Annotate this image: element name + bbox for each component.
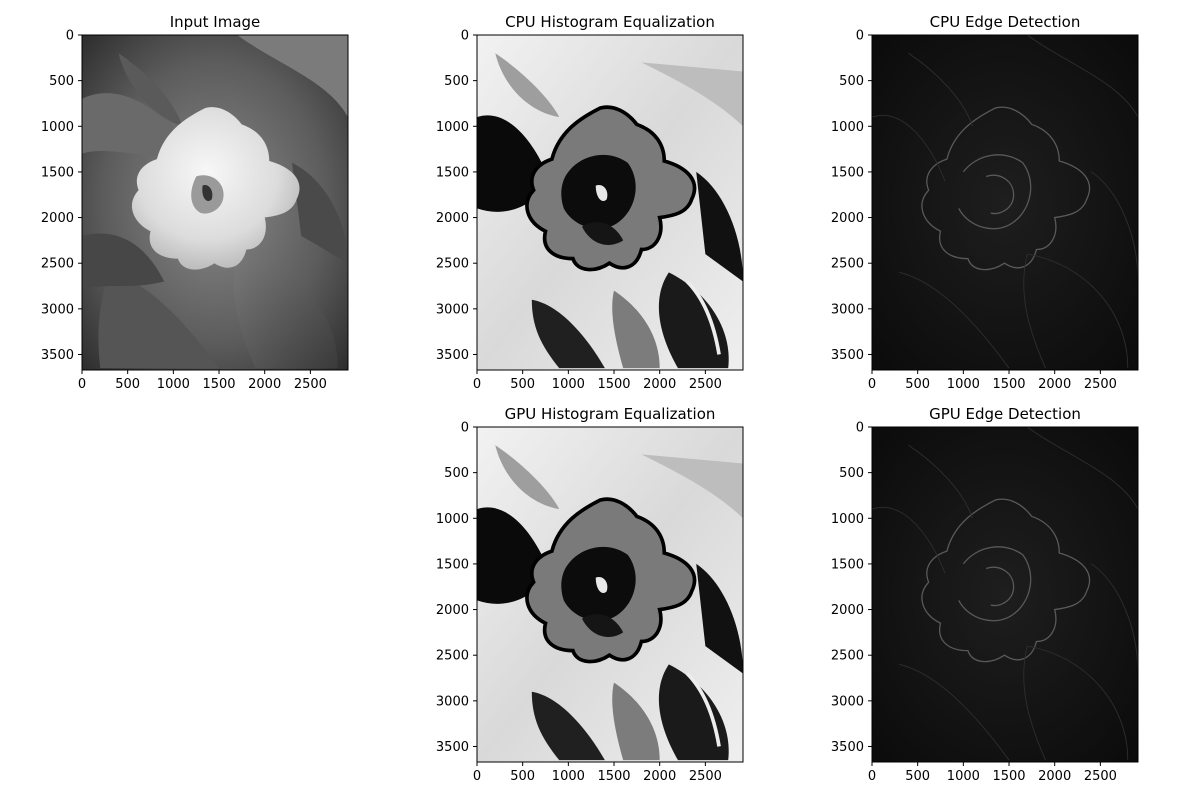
input-image-ytick-label: 3500: [41, 348, 74, 363]
input-image-xtick-label: 500: [115, 377, 140, 392]
cpu-histogram-equalization-image: [477, 35, 743, 370]
gpu-edge-detection-ytick-label: 3000: [831, 694, 864, 709]
input-image-panel: Input Image 0 500 1000 1500 2000 2500 0 500 1000 1…: [41, 13, 349, 392]
gpu-edge-detection-ytick-label: 0: [856, 421, 864, 436]
cpu-edge-detection-xtick-label: 1000: [947, 377, 980, 392]
gpu-histogram-equalization-ytick-label: 1500: [436, 557, 469, 572]
gpu-histogram-equalization-xtick-label: 2000: [643, 769, 676, 784]
cpu-histogram-equalization-ytick-label: 2000: [436, 211, 469, 226]
cpu-histogram-equalization-ytick-label: 3500: [436, 348, 469, 363]
cpu-histogram-equalization-xtick-label: 500: [510, 377, 535, 392]
cpu-histogram-equalization-axes-frame: [476, 34, 744, 371]
gpu-edge-detection-ytick-label: 2500: [831, 649, 864, 664]
cpu-histogram-equalization-ytick-label: 3000: [436, 302, 469, 317]
gpu-histogram-equalization-ytick-label: 1000: [436, 512, 469, 527]
gpu-edge-detection-ytick-label: 3500: [831, 740, 864, 755]
gpu-edge-detection-ytick-label: 2000: [831, 603, 864, 618]
cpu-edge-detection-ytick-label: 500: [839, 74, 864, 89]
cpu-edge-detection-ytick-label: 3000: [831, 302, 864, 317]
cpu-edge-detection-xtick-label: 1500: [992, 377, 1025, 392]
gpu-histogram-equalization-ytick-label: 0: [461, 421, 469, 436]
input-image-ytick-label: 2500: [41, 257, 74, 272]
cpu-edge-detection-xtick-label: 0: [868, 377, 876, 392]
gpu-edge-detection-xtick-label: 1000: [947, 769, 980, 784]
input-image-ytick-label: 2000: [41, 211, 74, 226]
input-image-ytick-label: 1000: [41, 120, 74, 135]
cpu-edge-detection-xtick-label: 2500: [1084, 377, 1117, 392]
gpu-edge-detection-panel: GPU Edge Detection 0 500 1000 1500 2000 2500 0 5…: [831, 405, 1139, 784]
gpu-edge-detection-title: GPU Edge Detection: [929, 405, 1081, 423]
gpu-edge-detection-xtick-label: 2000: [1038, 769, 1071, 784]
gpu-histogram-equalization-xtick-label: 2500: [689, 769, 722, 784]
input-image-ytick-label: 1500: [41, 165, 74, 180]
input-image-ytick-label: 0: [66, 29, 74, 44]
gpu-edge-detection-xtick-label: 2500: [1084, 769, 1117, 784]
cpu-edge-detection-ytick-label: 1500: [831, 165, 864, 180]
gpu-histogram-equalization-panel: GPU Histogram Equalization 0 500 1000 1500 20…: [436, 405, 744, 784]
cpu-histogram-equalization-ytick-label: 500: [444, 74, 469, 89]
input-image-axes-frame: [81, 34, 349, 371]
gpu-histogram-equalization-xtick-label: 1000: [552, 769, 585, 784]
cpu-edge-detection-ytick-label: 3500: [831, 348, 864, 363]
cpu-histogram-equalization-ytick-label: 1000: [436, 120, 469, 135]
gpu-histogram-equalization-image: [477, 427, 743, 762]
input-image-xtick-label: 0: [78, 377, 86, 392]
gpu-histogram-equalization-xtick-label: 500: [510, 769, 535, 784]
cpu-edge-detection-axes-frame: [871, 34, 1139, 371]
gpu-histogram-equalization-title: GPU Histogram Equalization: [505, 405, 716, 423]
cpu-edge-detection-ytick-label: 2000: [831, 211, 864, 226]
gpu-edge-detection-axes-frame: [871, 426, 1139, 763]
gpu-histogram-equalization-xtick-label: 1500: [597, 769, 630, 784]
input-image-ytick-label: 3000: [41, 302, 74, 317]
cpu-edge-detection-panel: CPU Edge Detection 0 500 1000 1500 2000 2500 0 5…: [831, 13, 1139, 392]
cpu-edge-detection-title: CPU Edge Detection: [930, 13, 1081, 31]
cpu-histogram-equalization-ytick-label: 0: [461, 29, 469, 44]
cpu-histogram-equalization-xtick-label: 1500: [597, 377, 630, 392]
cpu-edge-detection-xtick-label: 2000: [1038, 377, 1071, 392]
gpu-edge-detection-ytick-label: 1500: [831, 557, 864, 572]
input-image-xtick-label: 1500: [202, 377, 235, 392]
input-image-xtick-label: 2500: [294, 377, 327, 392]
cpu-histogram-equalization-ytick-label: 2500: [436, 257, 469, 272]
gpu-edge-detection-xtick-label: 500: [905, 769, 930, 784]
gpu-histogram-equalization-ytick-label: 2000: [436, 603, 469, 618]
gpu-edge-detection-ytick-label: 500: [839, 466, 864, 481]
input-image-ytick-label: 500: [49, 74, 74, 89]
cpu-histogram-equalization-xtick-label: 0: [473, 377, 481, 392]
cpu-histogram-equalization-ytick-label: 1500: [436, 165, 469, 180]
cpu-histogram-equalization-panel: CPU Histogram Equalization 0 500 1000 1500 20…: [436, 13, 744, 392]
cpu-edge-detection-ytick-label: 2500: [831, 257, 864, 272]
cpu-edge-detection-ytick-label: 0: [856, 29, 864, 44]
gpu-histogram-equalization-axes-frame: [476, 426, 744, 763]
input-image-xtick-label: 2000: [248, 377, 281, 392]
cpu-histogram-equalization-xtick-label: 2500: [689, 377, 722, 392]
cpu-histogram-equalization-xtick-label: 1000: [552, 377, 585, 392]
cpu-edge-detection-image: [872, 35, 1138, 370]
gpu-histogram-equalization-ytick-label: 3500: [436, 740, 469, 755]
gpu-histogram-equalization-ytick-label: 3000: [436, 694, 469, 709]
gpu-edge-detection-xtick-label: 0: [868, 769, 876, 784]
gpu-histogram-equalization-xtick-label: 0: [473, 769, 481, 784]
gpu-edge-detection-ytick-label: 1000: [831, 512, 864, 527]
cpu-histogram-equalization-title: CPU Histogram Equalization: [505, 13, 715, 31]
input-image-title: Input Image: [170, 13, 261, 31]
cpu-edge-detection-ytick-label: 1000: [831, 120, 864, 135]
gpu-edge-detection-image: [872, 427, 1138, 762]
input-image-xtick-label: 1000: [157, 377, 190, 392]
gpu-histogram-equalization-ytick-label: 2500: [436, 649, 469, 664]
cpu-histogram-equalization-xtick-label: 2000: [643, 377, 676, 392]
gpu-edge-detection-xtick-label: 1500: [992, 769, 1025, 784]
input-image-image: [82, 35, 348, 370]
gpu-histogram-equalization-ytick-label: 500: [444, 466, 469, 481]
cpu-edge-detection-xtick-label: 500: [905, 377, 930, 392]
